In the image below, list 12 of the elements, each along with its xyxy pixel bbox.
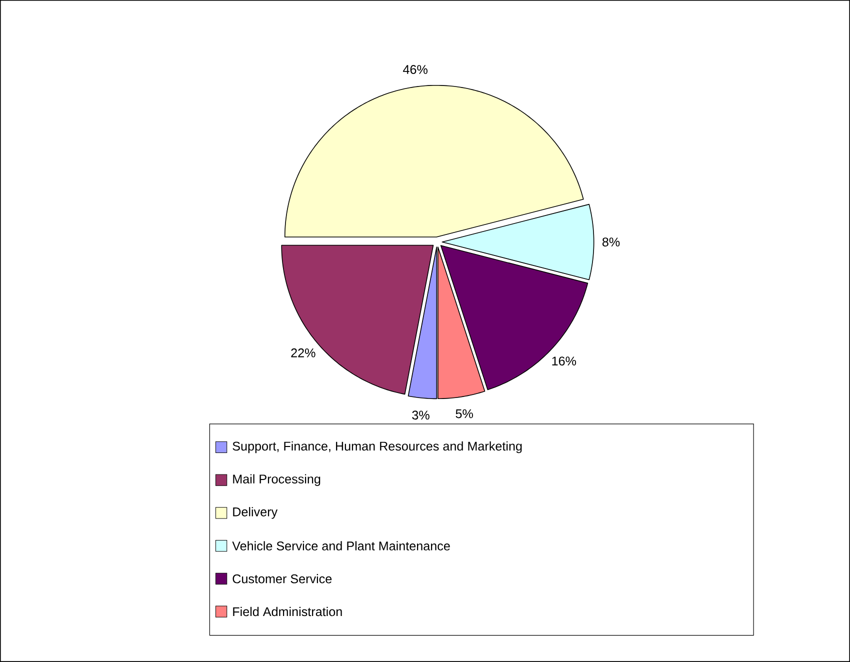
legend-label: Customer Service (232, 574, 332, 584)
data-label: 46% (403, 65, 428, 74)
legend-label: Mail Processing (233, 474, 320, 486)
data-label: 3% (412, 410, 430, 420)
data-label: 16% (552, 356, 576, 366)
legend-label: Delivery (233, 507, 278, 519)
data-label: 22% (291, 348, 316, 358)
data-label: 8% (602, 238, 620, 246)
legend-label: Field Administration (233, 606, 342, 616)
legend-label: Vehicle Service and Plant Maintenance (232, 541, 450, 550)
legend-label: Support, Finance, Human Resources and Marketing (232, 441, 522, 454)
data-label: 5% (456, 409, 473, 418)
